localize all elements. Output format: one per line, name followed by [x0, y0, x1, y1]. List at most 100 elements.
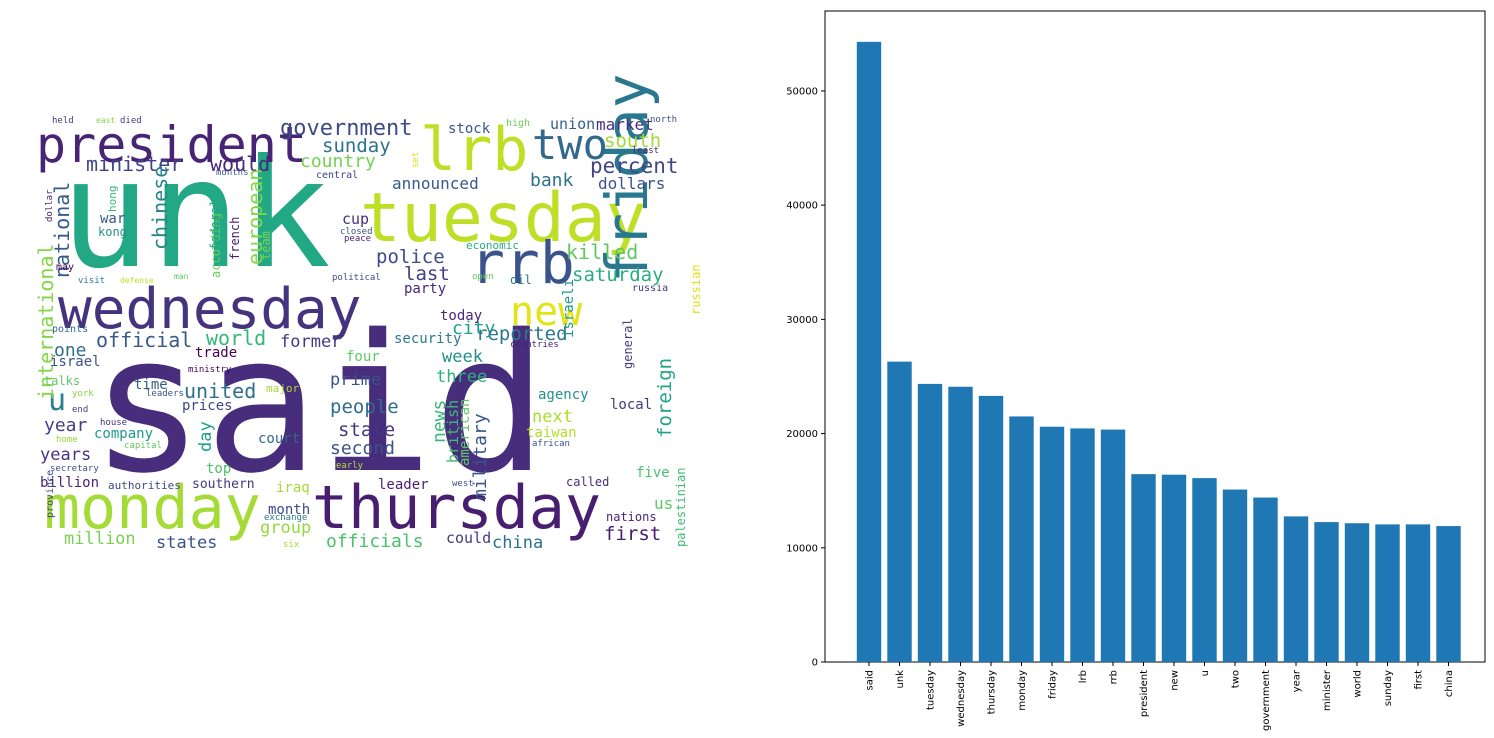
- x-tick-label: year: [1292, 669, 1303, 692]
- word-cloud-word: end: [72, 405, 89, 415]
- word-cloud-word: african: [532, 439, 570, 449]
- word-cloud-word: russian: [689, 264, 703, 316]
- y-tick-label: 30000: [786, 315, 818, 326]
- word-cloud-word: states: [156, 533, 218, 553]
- bar-government: [1253, 497, 1278, 662]
- word-cloud: said unk tuesday wednesday thursday monday fri…: [34, 74, 703, 553]
- bar-monday: [1009, 416, 1034, 662]
- word-cloud-word: central: [316, 170, 359, 181]
- word-cloud-word: kong: [98, 225, 127, 239]
- word-cloud-word: top: [206, 461, 232, 477]
- word-cloud-word: north: [650, 115, 678, 125]
- word-cloud-word: house: [100, 418, 128, 428]
- word-cloud-word: first: [604, 523, 662, 545]
- bar-president: [1131, 474, 1156, 662]
- y-tick-label: 20000: [786, 429, 818, 440]
- word-cloud-word: country: [300, 151, 376, 172]
- word-cloud-word: russia: [632, 283, 669, 294]
- word-cloud-word: team: [259, 231, 273, 261]
- word-cloud-word: major: [266, 382, 300, 395]
- word-cloud-word: dollar: [45, 189, 55, 223]
- word-cloud-word: officials: [326, 531, 424, 552]
- word-cloud-word: world: [206, 326, 267, 350]
- x-tick-label: unk: [895, 670, 906, 689]
- word-cloud-word: visit: [78, 276, 106, 286]
- bar-unk: [887, 361, 912, 662]
- word-cloud-word: saturday: [572, 264, 664, 286]
- x-tick-label: two: [1231, 670, 1242, 688]
- word-cloud-word: york: [72, 389, 94, 399]
- word-cloud-word: court: [258, 431, 301, 447]
- word-cloud-word: month: [268, 502, 311, 518]
- word-cloud-word: capital: [124, 441, 162, 451]
- word-cloud-word: called: [566, 475, 610, 489]
- word-cloud-word: lrb: [420, 115, 529, 185]
- word-cloud-word: high: [506, 118, 531, 129]
- word-cloud-word: billion: [40, 475, 100, 491]
- word-cloud-word: defense: [120, 276, 154, 285]
- word-cloud-word: iraq: [276, 480, 310, 496]
- word-cloud-word: percent: [590, 154, 679, 178]
- word-cloud-word: economic: [466, 239, 519, 252]
- word-cloud-word: east: [96, 116, 116, 125]
- word-cloud-word: president: [36, 116, 307, 174]
- word-cloud-word: west: [452, 479, 474, 489]
- y-tick-label: 10000: [786, 543, 818, 554]
- word-cloud-word: three: [436, 367, 488, 387]
- word-cloud-word: federal: [208, 199, 222, 251]
- word-cloud-word: new: [510, 289, 583, 335]
- word-cloud-word: could: [446, 529, 492, 547]
- word-cloud-word: party: [404, 281, 447, 297]
- word-cloud-word: former: [280, 332, 342, 352]
- word-cloud-word: may: [56, 262, 75, 273]
- word-cloud-word: would: [210, 152, 271, 176]
- x-tick-label: monday: [1017, 670, 1028, 711]
- word-cloud-word: southern: [192, 477, 255, 492]
- word-cloud-word: city: [452, 318, 496, 339]
- word-cloud-word: french: [228, 216, 242, 261]
- word-cloud-word: held: [52, 116, 74, 126]
- word-cloud-word: american: [457, 398, 473, 467]
- word-cloud-word: province: [45, 470, 56, 519]
- word-cloud-word: group: [260, 518, 312, 538]
- bar-china: [1436, 526, 1461, 662]
- word-cloud-word: war: [100, 211, 126, 227]
- y-tick-label: 40000: [786, 201, 818, 212]
- word-cloud-word: authorities: [108, 479, 181, 492]
- word-cloud-word: nations: [606, 510, 657, 524]
- x-tick-label: first: [1414, 670, 1425, 690]
- word-cloud-word: security: [394, 331, 462, 347]
- word-cloud-word: china: [492, 533, 544, 553]
- x-tick-label: government: [1261, 670, 1272, 731]
- word-cloud-word: market: [596, 115, 654, 134]
- word-cloud-word: government: [280, 116, 413, 141]
- word-cloud-word: cup: [342, 210, 370, 228]
- word-cloud-word: secretary: [50, 464, 99, 474]
- word-cloud-word: palestinian: [674, 467, 688, 548]
- bar-year: [1283, 516, 1309, 662]
- word-cloud-word: local: [610, 397, 653, 413]
- word-cloud-word: us: [654, 494, 674, 513]
- word-cloud-word: foreign: [654, 358, 676, 439]
- y-axis: 0 10000 20000 30000 40000 50000: [786, 86, 825, 669]
- word-cloud-word: south: [604, 130, 662, 152]
- bar-friday: [1039, 426, 1065, 662]
- bar-rrb: [1100, 429, 1126, 662]
- word-cloud-word: general: [621, 318, 635, 370]
- word-cloud-word: united: [184, 379, 257, 403]
- word-cloud-word: months: [216, 168, 249, 178]
- word-cloud-word: reported: [476, 323, 568, 345]
- word-cloud-word: exchange: [264, 513, 308, 523]
- y-tick-label: 0: [812, 658, 818, 669]
- word-cloud-word: died: [120, 116, 142, 126]
- word-cloud-word: talks: [44, 374, 81, 388]
- word-cloud-word: day: [196, 421, 216, 453]
- word-cloud-word: year: [44, 415, 88, 436]
- word-cloud-word: time: [134, 377, 168, 393]
- word-cloud-word: least: [632, 146, 660, 156]
- word-cloud-word: police: [376, 246, 445, 268]
- bar-chart: 0 10000 20000 30000 40000 50000 said unk tuesda…: [786, 10, 1486, 731]
- word-cloud-word: israeli: [561, 279, 577, 339]
- word-cloud-word: four: [346, 349, 380, 365]
- word-cloud-word: million: [64, 529, 136, 549]
